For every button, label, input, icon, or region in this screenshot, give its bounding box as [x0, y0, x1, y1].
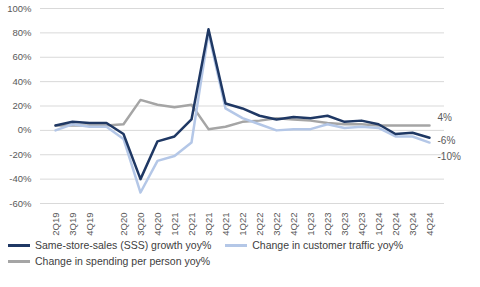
svg-text:4Q21: 4Q21	[220, 213, 231, 236]
svg-text:1Q21: 1Q21	[169, 213, 180, 236]
svg-text:1Q23: 1Q23	[305, 213, 316, 236]
svg-text:-40%: -40%	[9, 173, 32, 184]
svg-text:80%: 80%	[12, 27, 32, 38]
svg-text:4Q20: 4Q20	[152, 213, 163, 236]
svg-text:-60%: -60%	[9, 198, 32, 209]
svg-text:-6%: -6%	[438, 135, 456, 146]
svg-text:40%: 40%	[12, 76, 32, 87]
svg-text:4Q22: 4Q22	[288, 213, 299, 236]
svg-text:2Q19: 2Q19	[50, 213, 61, 236]
svg-text:1Q22: 1Q22	[237, 213, 248, 236]
svg-text:4Q19: 4Q19	[84, 213, 95, 236]
svg-text:3Q24: 3Q24	[407, 213, 418, 236]
svg-text:4%: 4%	[438, 112, 453, 123]
svg-text:60%: 60%	[12, 51, 32, 62]
svg-text:3Q22: 3Q22	[271, 213, 282, 236]
html-text:Change in spending per person: Change in spending per person yoy%	[35, 255, 211, 267]
svg-text:2Q24: 2Q24	[390, 213, 401, 236]
svg-text:2Q21: 2Q21	[186, 213, 197, 236]
svg-text:3Q20: 3Q20	[135, 213, 146, 236]
svg-text:4Q24: 4Q24	[424, 213, 435, 236]
svg-text:3Q23: 3Q23	[339, 213, 350, 236]
svg-text:2Q22: 2Q22	[254, 213, 265, 236]
html-text:Same-store-sales (SSS) growth: Same-store-sales (SSS) growth yoy%	[35, 239, 212, 251]
svg-text:2Q20: 2Q20	[118, 213, 129, 236]
svg-text:-10%: -10%	[438, 151, 461, 162]
svg-text:3Q19: 3Q19	[67, 213, 78, 236]
html-text:Change in customer traffic yoy: Change in customer traffic yoy%	[252, 239, 404, 251]
svg-text:2Q23: 2Q23	[322, 213, 333, 236]
svg-text:3Q21: 3Q21	[203, 213, 214, 236]
svg-text:4Q23: 4Q23	[356, 213, 367, 236]
svg-text:20%: 20%	[12, 100, 32, 111]
svg-text:-20%: -20%	[9, 149, 32, 160]
svg-text:0%: 0%	[18, 124, 32, 135]
svg-text:100%: 100%	[7, 3, 32, 14]
svg-text:1Q24: 1Q24	[373, 213, 384, 236]
